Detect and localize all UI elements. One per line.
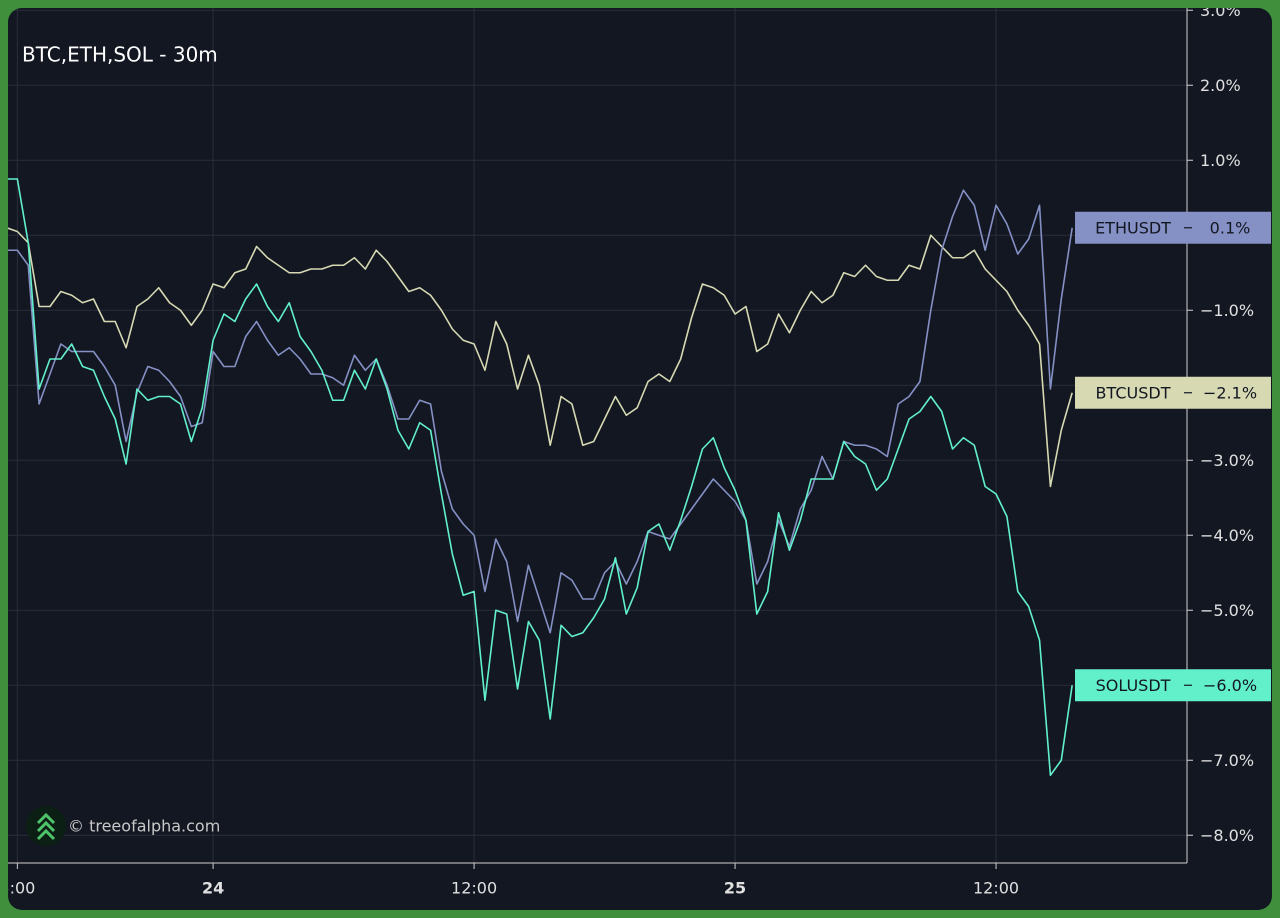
watermark: © treeofalpha.com — [26, 806, 220, 846]
series-line — [8, 226, 1073, 488]
logo-chevrons — [36, 812, 56, 841]
legend-label: SOLUSDT — [1096, 676, 1171, 695]
x-tick-label: 25 — [724, 879, 746, 898]
y-tick-label: −1.0% — [1200, 301, 1254, 320]
y-tick-label: −4.0% — [1200, 526, 1254, 545]
y-tick-label: 3.0% — [1200, 1, 1241, 20]
series-badge: SOLUSDT −6.0% — [1075, 669, 1271, 702]
value-label: −2.1% — [1203, 383, 1257, 402]
x-tick-label: 12:00 — [451, 879, 497, 898]
legend-label: BTCUSDT — [1096, 383, 1171, 402]
y-tick-label: 2.0% — [1200, 76, 1241, 95]
y-tick-label: −3.0% — [1200, 451, 1254, 470]
x-tick-label: 5:00 — [0, 879, 35, 898]
plot-area — [8, 178, 1073, 777]
chart-layer: BTC,ETH,SOL - 30m © treeofalpha.com 3.0%… — [0, 1, 1271, 898]
y-tick-label: 1.0% — [1200, 151, 1241, 170]
grid — [8, 8, 1187, 863]
watermark-text: © treeofalpha.com — [68, 817, 220, 836]
badge-background — [1075, 669, 1271, 702]
logo — [26, 806, 66, 846]
y-tick-label: −5.0% — [1200, 601, 1254, 620]
x-tick-label: 12:00 — [973, 879, 1019, 898]
chart-title: BTC,ETH,SOL - 30m — [22, 43, 218, 67]
value-label: 0.1% — [1210, 218, 1251, 237]
chart-background — [8, 8, 1272, 910]
series-line — [8, 178, 1073, 777]
legend-label: ETHUSDT — [1095, 218, 1171, 237]
series-line — [8, 189, 1073, 634]
x-tick-label: 24 — [202, 879, 224, 898]
value-label: −6.0% — [1203, 676, 1257, 695]
badge-background — [1075, 376, 1271, 409]
y-tick-label: −8.0% — [1200, 826, 1254, 845]
badge-background — [1075, 211, 1271, 244]
series-badge: ETHUSDT 0.1% — [1075, 211, 1271, 244]
y-tick-label: −7.0% — [1200, 751, 1254, 770]
series-badge: BTCUSDT −2.1% — [1075, 376, 1271, 409]
